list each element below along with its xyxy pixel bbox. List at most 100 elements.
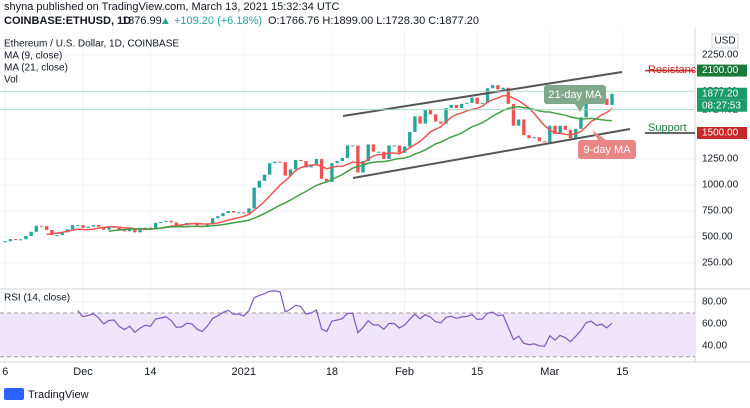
candle — [288, 169, 293, 176]
candle — [236, 212, 241, 214]
y-tick-label: 1000.00 — [702, 180, 739, 191]
candle — [382, 151, 386, 159]
legend-ma9: MA (9, close) — [4, 51, 62, 62]
candle — [70, 225, 75, 230]
candle — [423, 110, 427, 124]
rsi-tick-label: 40.00 — [702, 340, 727, 351]
x-tick-label: Mar — [540, 366, 559, 378]
price-tag-label: 1877.20 — [702, 88, 739, 99]
candle — [501, 87, 505, 90]
candle — [584, 98, 588, 118]
candle — [174, 222, 179, 226]
candle — [210, 218, 215, 224]
rsi-tick-label: 60.00 — [702, 319, 727, 330]
y-tick-label: 750.00 — [702, 206, 733, 217]
price-tag — [697, 87, 747, 100]
candle — [29, 231, 33, 236]
candle — [50, 229, 54, 236]
candle — [159, 221, 163, 223]
channel-upper — [342, 71, 623, 117]
x-tick-label: Dec — [73, 366, 93, 378]
candle — [226, 211, 230, 214]
legend-vol: Vol — [4, 75, 18, 86]
candle — [293, 160, 298, 170]
candle — [439, 121, 443, 124]
candle — [387, 145, 391, 159]
candle — [314, 159, 319, 166]
candle — [366, 144, 370, 162]
candle — [480, 102, 485, 104]
candle — [605, 98, 609, 105]
candle — [164, 220, 168, 222]
candle — [231, 211, 236, 213]
candle — [485, 88, 490, 103]
change: ▲ +109.20 (+6.18%) — [160, 15, 262, 27]
candle — [127, 229, 132, 232]
candle — [304, 161, 308, 168]
x-tick-label: 18 — [326, 366, 338, 378]
candle — [470, 97, 474, 103]
candle — [169, 220, 173, 223]
candle — [433, 114, 438, 122]
candle — [522, 119, 526, 136]
candle — [76, 225, 80, 227]
candle — [371, 144, 376, 152]
currency-box[interactable] — [711, 33, 739, 49]
candle — [252, 187, 256, 209]
candle — [283, 162, 287, 176]
price-tag — [697, 64, 747, 77]
candle — [527, 135, 531, 139]
candle — [511, 103, 516, 126]
axes: 250.00 500.00 750.00 1000.00 1250.00 2250.00 6… — [2, 50, 747, 378]
candle — [268, 163, 272, 175]
candle — [60, 232, 64, 236]
candle — [278, 161, 282, 163]
candle — [299, 160, 303, 162]
candle — [102, 226, 106, 230]
candle — [319, 159, 324, 179]
candle — [195, 223, 199, 226]
candle — [325, 178, 329, 182]
candle — [579, 117, 583, 129]
candle — [117, 226, 121, 230]
price-tag — [697, 126, 747, 139]
candle — [107, 227, 111, 230]
price-tag-label: 2100.00 — [702, 65, 739, 76]
candle — [24, 235, 28, 240]
candle — [179, 225, 184, 227]
candle — [330, 163, 334, 182]
resistance-label: Resistance — [648, 64, 702, 76]
brand: TradingView — [28, 389, 89, 401]
candle — [413, 116, 417, 132]
candle — [610, 93, 614, 105]
candle — [19, 239, 23, 241]
symbol: COINBASE:ETHUSD, 1D — [4, 15, 131, 27]
moving-average — [108, 105, 613, 232]
y-tick-label: 500.00 — [702, 232, 733, 243]
price-tag-label: 1500.00 — [702, 128, 739, 139]
last-price: 1876.99 — [122, 15, 162, 27]
candle — [8, 239, 13, 242]
countdown: 08:27:53 — [702, 100, 741, 111]
candle — [496, 85, 500, 90]
candle — [454, 104, 459, 109]
y-tick-label: 1250.00 — [702, 154, 739, 165]
channel-lower — [352, 128, 631, 179]
candle — [553, 125, 557, 135]
candle — [262, 174, 267, 181]
candle — [335, 161, 339, 164]
candle — [542, 141, 547, 143]
candle — [122, 229, 127, 232]
candle — [516, 119, 521, 126]
rsi-band — [0, 312, 695, 358]
candle — [376, 151, 381, 153]
candle — [408, 131, 412, 147]
legend-ma21: MA (21, close) — [4, 63, 68, 74]
rsi-line — [77, 290, 613, 347]
grid — [0, 30, 695, 360]
ohlc: O:1766.76 H:1899.00 L:1728.30 C:1877.20 — [268, 15, 479, 27]
candle — [138, 229, 142, 233]
ma21-label: 21-day MA — [548, 89, 602, 101]
